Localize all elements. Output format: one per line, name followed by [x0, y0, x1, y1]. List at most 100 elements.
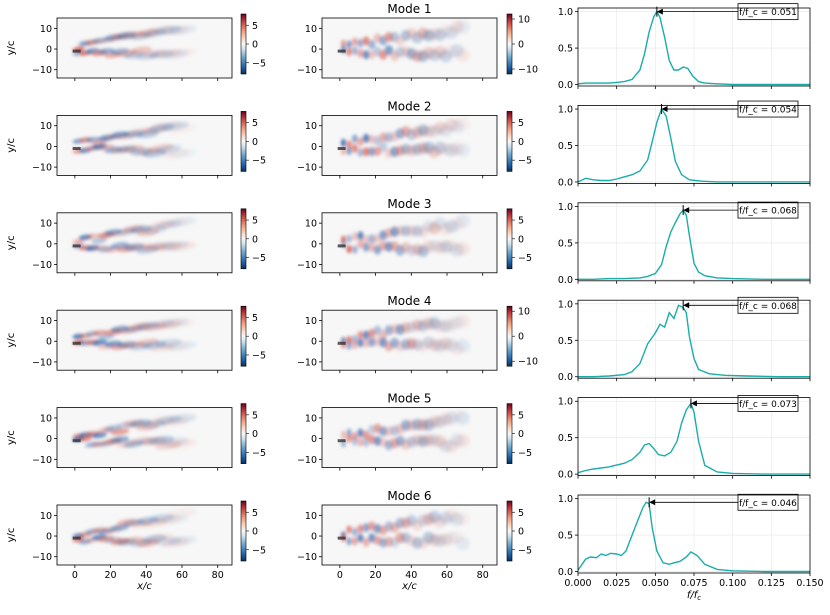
negative-blob: [351, 46, 358, 56]
y-tick-label: 10: [40, 219, 52, 230]
airfoil-marker: [337, 439, 346, 443]
positive-blob: [167, 508, 197, 518]
y-axis-label: y/c: [6, 333, 17, 348]
colorbar-gradient: [240, 111, 247, 172]
mid-colorbar: 10 0 −10: [506, 305, 538, 368]
positive-blob: [455, 314, 471, 329]
peak-label-box: [737, 493, 799, 511]
negative-blob: [357, 38, 364, 48]
y-axis-label: y/c: [6, 138, 17, 153]
colorbar-tick-label: −10: [518, 357, 538, 368]
peak-arrow-head: [683, 302, 690, 309]
colorbar-gradient: [506, 403, 513, 464]
colorbar-gradient: [240, 13, 247, 75]
colorbar-tick-label: 5: [252, 118, 258, 129]
negative-blob: [346, 146, 352, 156]
subplot-grid: 10 0 −10 y/c 5 0 −5 10 0 −10 10 0 −10 Mode 1 f/f_c = 0…: [6, 2, 824, 602]
colorbar-tick-label: 0: [518, 429, 524, 440]
positive-blob: [357, 239, 364, 249]
spectrum-line: [578, 304, 810, 378]
mid-colorbar: 5 0 −5: [506, 403, 532, 464]
colorbar-tick-label: 0: [252, 527, 258, 538]
colorbar-tick-label: −5: [252, 448, 266, 459]
y-tick-label: −10: [32, 455, 52, 466]
colorbar-tick-label: 5: [518, 216, 524, 227]
positive-blob: [351, 144, 358, 153]
positive-blob: [455, 433, 471, 448]
positive-blob: [455, 511, 471, 526]
negative-blob: [455, 143, 471, 157]
spectrum-line: [577, 10, 810, 86]
y-tick-label: 10: [40, 511, 52, 522]
field-frame: [56, 212, 233, 274]
positive-blob: [362, 338, 370, 348]
y-tick-label: 0.5: [558, 336, 573, 347]
left-colorbar: 5 0 −5: [240, 305, 266, 367]
positive-blob: [368, 134, 376, 144]
positive-blob: [78, 435, 92, 442]
negative-blob: [362, 50, 370, 60]
mid-field-panel: 10 0 −10 0 20 40 60 80 x/c: [297, 504, 498, 592]
colorbar-tick-label: 5: [252, 21, 258, 32]
x-tick-label: 40: [140, 570, 152, 581]
y-tick-label: 10: [305, 413, 317, 424]
positive-blob: [368, 242, 376, 252]
colorbar-tick-label: 5: [252, 508, 258, 519]
y-tick-label: −10: [32, 357, 52, 368]
y-tick-label: 0.0: [558, 567, 573, 578]
spectrum-panel: f/f_c = 0.054 1.0 0.5 0.0: [558, 100, 811, 188]
positive-blob: [351, 537, 358, 546]
negative-blob: [455, 20, 471, 34]
mode-title: Mode 2: [387, 99, 431, 113]
x-axis-label-subscript: c: [697, 594, 701, 602]
x-axis-label: x/c: [401, 581, 417, 592]
x-tick-label: 0.150: [796, 578, 823, 589]
y-tick-label: 10: [305, 121, 317, 132]
positive-blob: [455, 116, 471, 131]
y-tick-label: 10: [305, 316, 317, 327]
y-tick-label: 0.0: [558, 470, 573, 481]
colorbar-tick-label: 0: [518, 527, 524, 538]
colorbar-tick-label: 5: [518, 508, 524, 519]
negative-blob: [351, 245, 358, 254]
positive-blob: [357, 48, 364, 58]
airfoil-marker: [72, 536, 81, 540]
x-tick-label: 40: [405, 570, 417, 581]
colorbar-tick-label: 0: [252, 332, 258, 343]
positive-blob: [362, 147, 370, 157]
y-tick-label: 1.0: [558, 105, 573, 116]
vortex-structures: [72, 121, 197, 159]
y-tick-label: 0: [311, 45, 317, 56]
negative-blob: [368, 234, 376, 244]
positive-blob: [110, 428, 130, 436]
y-tick-label: −10: [32, 260, 52, 271]
y-tick-label: 0: [311, 239, 317, 250]
y-tick-label: 0.5: [558, 44, 573, 55]
x-tick-label: 80: [212, 570, 224, 581]
y-tick-label: 0: [46, 142, 52, 153]
field-frame: [321, 309, 498, 371]
y-tick-label: 1.0: [558, 202, 573, 213]
negative-blob: [373, 325, 382, 336]
positive-blob: [346, 525, 352, 534]
y-tick-label: −10: [297, 552, 317, 563]
colorbar-tick-label: −5: [252, 253, 266, 264]
vortex-structures: [340, 509, 471, 551]
mode-title: Mode 5: [387, 392, 431, 406]
negative-blob: [368, 146, 376, 157]
peak-label: f/f_c = 0.073: [739, 400, 797, 410]
positive-blob: [351, 232, 358, 241]
negative-blob: [368, 533, 376, 543]
positive-blob: [351, 340, 358, 349]
left-field-panel: 10 0 −10 y/c: [6, 212, 233, 276]
mid-colorbar: 10 0 −10: [506, 13, 538, 76]
spectrum-line: [578, 208, 810, 280]
negative-blob: [357, 428, 364, 438]
field-background: [322, 212, 497, 273]
y-tick-label: 10: [305, 24, 317, 35]
y-tick-label: −10: [297, 163, 317, 174]
positive-blob: [368, 49, 376, 60]
x-tick-label: 0.025: [603, 578, 630, 589]
positive-blob: [357, 524, 364, 534]
y-tick-label: −10: [297, 65, 317, 76]
